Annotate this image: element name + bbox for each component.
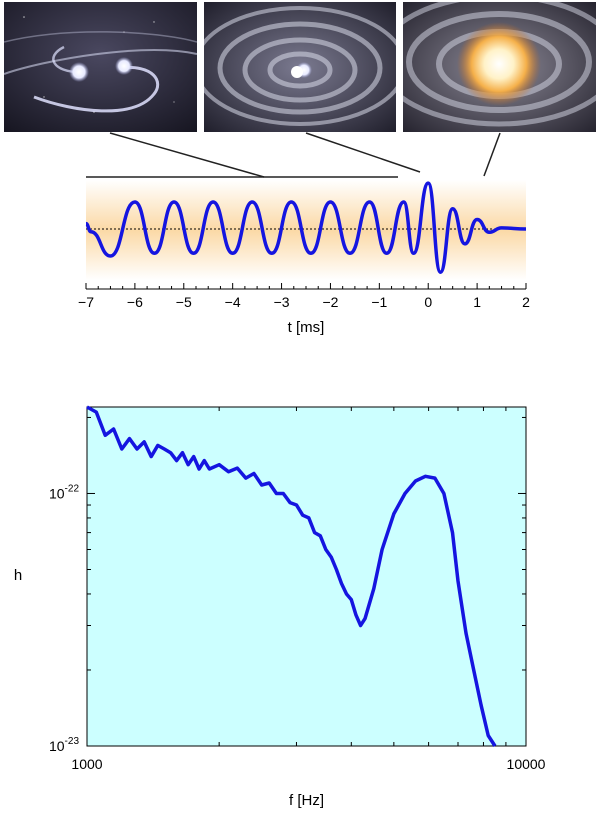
x-tick-label: −4 — [225, 294, 241, 310]
y-tick-label: 10-22 — [49, 483, 79, 501]
binary-merger-icon — [204, 2, 396, 132]
spectrum-chart: 10-22 10-23 1000 10000 f [Hz] h — [14, 405, 546, 809]
x-tick-label: −1 — [371, 294, 387, 310]
x-tick-label: 2 — [522, 294, 530, 310]
x-tick-label: −2 — [322, 294, 338, 310]
x-axis-ticks: 1000 10000 — [71, 407, 546, 772]
x-axis-label: t [ms] — [288, 319, 325, 336]
y-axis-label: h — [14, 567, 22, 584]
connector-merger — [305, 132, 421, 173]
waveform-chart: −7 −6 −5 −4 −3 −2 −1 0 1 2 t [ms] — [78, 180, 530, 336]
x-tick-label: −3 — [274, 294, 290, 310]
y-tick-label: 10-23 — [49, 736, 79, 754]
illustration-inspiral — [4, 2, 197, 132]
illustration-merger — [204, 2, 396, 132]
x-tick-label: 1000 — [71, 756, 102, 772]
panel-connectors — [86, 132, 501, 178]
y-axis-ticks: 10-22 10-23 — [49, 416, 526, 754]
x-tick-label: −7 — [78, 294, 94, 310]
x-axis-label: f [Hz] — [289, 792, 324, 809]
plot-area-background — [86, 406, 527, 747]
merger-remnant-glow-icon — [403, 2, 596, 132]
binary-inspiral-icon — [4, 2, 197, 132]
connector-inspiral — [109, 132, 265, 178]
waveform-series-line — [85, 181, 527, 274]
x-tick-label: −6 — [127, 294, 143, 310]
x-axis-ticks: −7 −6 −5 −4 −3 −2 −1 0 1 2 — [78, 283, 530, 310]
x-tick-label: 10000 — [507, 756, 546, 772]
illustration-remnant — [403, 2, 596, 132]
spectrum-series-line — [86, 405, 497, 747]
x-tick-label: 0 — [424, 294, 432, 310]
x-tick-label: −5 — [176, 294, 192, 310]
x-tick-label: 1 — [473, 294, 481, 310]
connector-remnant — [483, 132, 501, 177]
waveform-background-band — [86, 180, 526, 280]
